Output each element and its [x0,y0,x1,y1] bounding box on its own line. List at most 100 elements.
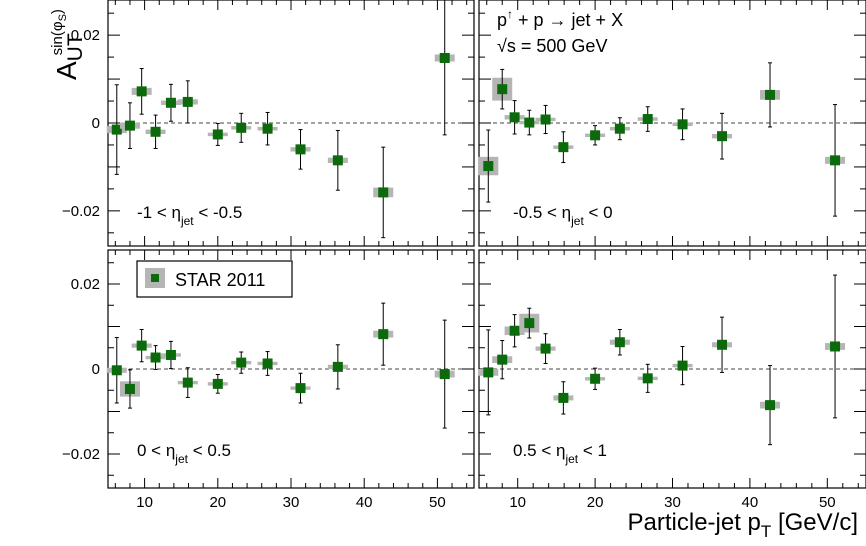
data-point [504,314,525,348]
data-point [672,108,693,141]
data-marker [524,117,535,128]
x-tick-label: 40 [356,494,373,511]
eta-range-label: -1 < ηjet < -0.5 [137,203,242,228]
data-marker [497,354,508,365]
eta-label-post: < 0.5 [188,441,231,460]
x-tick-label: 30 [664,494,681,511]
y-tick-label: −0.02 [62,446,100,463]
y-axis-title-sub: UT [64,33,87,61]
data-marker [182,377,193,388]
data-marker [295,144,306,155]
data-marker [262,123,273,134]
panel-bottom-left: −0.02 0 0.02 10 20 30 40 50 0 < ηjet < 0.5 [62,249,475,511]
data-point [825,274,846,419]
x-tick-label: 50 [429,494,446,511]
data-point [327,344,348,390]
eta-label-post: < 0 [584,203,613,222]
y-tick-label: −0.02 [62,203,100,220]
data-marker [642,373,653,384]
y-axis-title-sup-close: ) [49,9,66,14]
data-marker [111,124,122,135]
data-marker [378,187,389,198]
data-marker [165,349,176,360]
data-point [478,329,499,416]
panel-top-left: −0.02 0 0.02 -1 < ηjet < -0.5 [62,0,475,247]
eta-label-sub: jet [564,452,578,466]
data-point [177,367,198,398]
eta-label-sub: jet [570,214,584,228]
eta-range-label: -0.5 < ηjet < 0 [513,203,613,228]
data-point [373,146,394,239]
data-point [231,351,252,374]
data-marker [212,129,223,140]
data-point [478,129,499,203]
process-label: p↑ + p → jet + X [497,7,623,30]
data-marker [262,358,273,369]
data-point [434,319,455,429]
data-marker [765,400,776,411]
data-marker [497,84,508,95]
data-marker [295,383,306,394]
data-marker [590,130,601,141]
data-marker [124,383,135,394]
eta-label-post: < -0.5 [194,203,243,222]
y-axis-title-sup: sin(φ [49,21,66,55]
process-label-up: ↑ [507,7,513,21]
data-point [327,129,348,191]
data-marker [182,96,193,107]
data-marker [677,360,688,371]
x-tick-label: 30 [283,494,300,511]
data-point [231,112,252,143]
data-point [434,0,455,136]
data-marker [150,352,161,363]
eta-label-pre: -0.5 < η [513,203,571,222]
data-point [160,83,181,122]
panel-bottom-right: 10 20 30 40 50 0.5 < ηjet < 1 [478,249,866,511]
y-axis-title-sup-sub: S [57,14,69,21]
data-marker [111,365,122,376]
data-point [145,345,166,370]
data-point [535,104,556,135]
eta-range-label: 0.5 < ηjet < 1 [513,441,607,466]
x-axis-title-main: Particle-jet p [628,509,761,536]
data-point [553,381,574,415]
panel-top-right: -0.5 < ηjet < 0 [478,0,866,247]
data-point [637,106,658,132]
x-tick-label: 20 [209,494,226,511]
data-marker [642,114,653,125]
data-point [712,112,733,160]
process-label-rest: + p → jet + X [513,10,623,30]
data-point [637,363,658,393]
y-tick-label: 0.02 [71,276,100,293]
data-marker [717,131,728,142]
data-point [760,62,781,128]
data-marker [830,341,841,352]
data-point [160,340,181,370]
x-tick-label: 50 [819,494,836,511]
data-point [609,117,630,141]
data-marker [439,369,450,380]
data-point [290,129,311,170]
data-point [257,111,278,146]
data-marker [509,112,520,123]
data-point [519,109,540,136]
data-marker [540,343,551,354]
data-point [119,369,140,409]
data-point [207,374,228,394]
eta-label-sub: jet [180,214,194,228]
data-marker [124,120,135,131]
legend-label: STAR 2011 [175,270,265,290]
data-point [207,122,228,146]
data-point [585,367,606,390]
data-point [553,131,574,164]
data-marker [558,392,569,403]
x-tick-label: 20 [587,494,604,511]
data-marker [509,325,520,336]
data-point [535,333,556,364]
y-axis-title: AUTsin(φS) [49,9,87,80]
data-point [131,328,152,363]
data-point [760,365,781,446]
data-point [373,302,394,366]
data-marker [540,114,551,125]
data-point [257,351,278,376]
